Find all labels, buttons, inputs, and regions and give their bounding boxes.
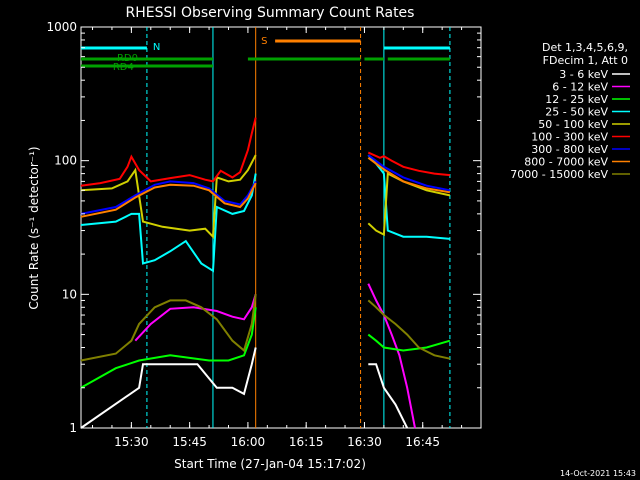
series-line-5 <box>80 117 257 187</box>
legend-label: 6 - 12 keV <box>552 81 608 94</box>
legend-label: 800 - 7000 keV <box>524 156 608 169</box>
series-line-5-b <box>367 151 450 177</box>
plot-frame <box>80 26 482 429</box>
x-tick-label: 15:45 <box>172 435 207 449</box>
y-tick-label: 10 <box>62 287 77 301</box>
x-tick-label: 16:15 <box>289 435 324 449</box>
legend-label: 50 - 100 keV <box>538 118 608 131</box>
series-line-0-b <box>368 363 409 429</box>
series-line-1-b <box>367 283 416 429</box>
y-axis-label: Count Rate (s⁻¹ detector⁻¹) <box>27 146 41 309</box>
series-line-8-b <box>367 299 451 360</box>
series-line-7-b <box>367 156 451 194</box>
legend-header-line-2: FDecim 1, Att 0 <box>543 54 628 67</box>
series-line-4-b <box>367 172 451 237</box>
legend-label: 100 - 300 keV <box>531 131 608 144</box>
series-line-2-b <box>367 333 451 352</box>
x-tick-label: 16:30 <box>347 435 382 449</box>
series-line-4 <box>80 154 257 240</box>
y-tick-label: 1 <box>69 421 77 435</box>
legend-label: 3 - 6 keV <box>559 68 608 81</box>
series-line-3 <box>80 173 257 273</box>
series-line-7 <box>80 182 257 218</box>
legend-label: 300 - 800 keV <box>531 143 608 156</box>
flag-label-rd0: RD0 <box>117 53 138 64</box>
series-line-6 <box>80 180 257 215</box>
series-line-8 <box>80 294 257 362</box>
flag-label-rd4: RD4 <box>113 62 134 73</box>
y-tick-label: 100 <box>54 154 77 168</box>
series-line-2 <box>80 307 257 389</box>
flag-label-s: S <box>261 36 267 47</box>
series-line-6-b <box>367 154 451 192</box>
chart-title: RHESSI Observing Summary Count Rates <box>126 5 415 21</box>
series-line-1 <box>134 294 257 342</box>
x-tick-label: 15:30 <box>114 435 149 449</box>
y-tick-label: 1000 <box>46 20 77 34</box>
legend-label: 25 - 50 keV <box>545 106 608 119</box>
footer-date: 14-Oct-2021 15:43 <box>560 469 636 478</box>
legend-label: 12 - 25 keV <box>545 93 608 106</box>
x-axis-label: Start Time (27-Jan-04 15:17:02) <box>174 457 366 471</box>
series-line-0 <box>80 347 257 429</box>
legend-label: 7000 - 15000 keV <box>510 168 608 181</box>
x-tick-label: 16:45 <box>405 435 440 449</box>
flag-label-n: N <box>153 42 160 53</box>
legend-header-line-1: Det 1,3,4,5,6,9, <box>542 41 628 54</box>
x-tick-label: 16:00 <box>231 435 266 449</box>
